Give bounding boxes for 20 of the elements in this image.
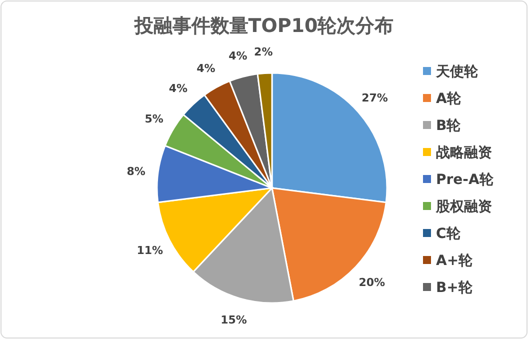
data-label: 4% [196,62,216,75]
data-label: 15% [220,314,247,327]
legend-label: A+轮 [436,253,474,269]
legend-label: 天使轮 [435,64,479,80]
legend-label: Pre-A轮 [436,172,494,188]
data-label: 5% [144,112,164,126]
legend-label: B+轮 [436,280,474,296]
legend-label: 股权融资 [435,199,492,215]
legend-label: A轮 [436,91,462,107]
data-label: 20% [358,276,386,289]
data-label: 27% [362,91,388,104]
data-label: 2% [254,45,273,58]
data-label: 8% [126,164,146,178]
legend-label: B轮 [436,118,462,134]
legend-label: C轮 [436,226,462,242]
chart-title: 投融事件数量TOP10轮次分布 [133,15,394,37]
legend-label: 战略融资 [436,145,492,161]
data-label: 4% [168,82,188,96]
data-label: 4% [228,49,248,62]
data-label: 11% [136,244,164,258]
